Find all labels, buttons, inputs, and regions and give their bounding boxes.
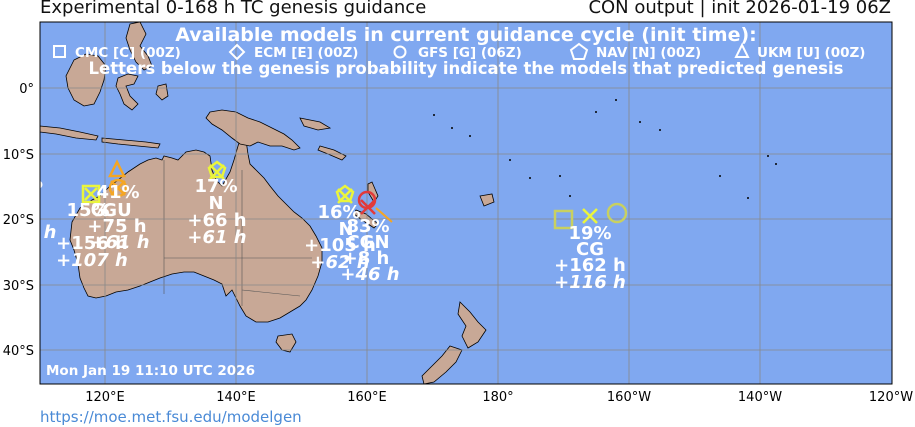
latitude-labels: 0° 10°S 20°S 30°S 40°S <box>3 82 34 359</box>
new-zealand-south-island <box>421 345 463 384</box>
solomon-islands <box>317 145 347 161</box>
timestamp-label: Mon Jan 19 11:10 UTC 2026 <box>46 363 255 379</box>
gfs-marker-circle <box>108 178 128 198</box>
genesis-models: N <box>208 193 223 214</box>
ukm-legend-label: UKM [U] (00Z) <box>757 45 865 61</box>
genesis-time: +105 h <box>304 235 376 256</box>
genesis-models: CG <box>576 239 604 260</box>
map-init-label: CON output | init 2026-01-19 06Z <box>588 0 891 18</box>
genesis-probability: 83% <box>346 216 389 237</box>
graticule <box>40 22 892 384</box>
genesis-markers <box>81 159 628 230</box>
cmc-legend-square-icon <box>53 45 66 58</box>
genesis-probability: 17% <box>194 176 237 197</box>
lat-label: 10°S <box>3 148 34 163</box>
genesis-models: G <box>91 200 106 221</box>
nav-legend-label: NAV [N] (00Z) <box>596 45 701 61</box>
borneo-landmass <box>65 53 107 107</box>
genesis-time: +75 h <box>87 216 146 237</box>
genesis-cross-icon <box>360 199 376 215</box>
lon-label: 120°E <box>85 390 125 405</box>
fiji-islands <box>479 193 495 207</box>
philippines-landmass <box>125 22 153 71</box>
lat-label: 0° <box>19 82 34 97</box>
cmc-legend-label: CMC [C] (00Z) <box>75 45 181 61</box>
genesis-time: +8 h <box>343 248 390 269</box>
nav-marker-pentagon <box>335 184 355 203</box>
gfs-legend-circle-icon <box>393 45 407 59</box>
cmc-marker-square <box>81 184 101 204</box>
ukm-marker-triangle <box>107 159 127 178</box>
genesis-probability: 19% <box>568 223 611 244</box>
nav-marker-pentagon <box>207 160 227 179</box>
genesis-probability: 16% <box>317 202 360 223</box>
ukm-legend-triangle-icon <box>734 42 750 58</box>
genesis-models: CGN <box>346 232 389 253</box>
lon-label: 140°E <box>216 390 256 405</box>
small-islands <box>433 99 777 199</box>
lon-label: 120°W <box>869 390 913 405</box>
ecm-legend-label: ECM [E] (00Z) <box>254 45 358 61</box>
genesis-time-italic: +61 h <box>90 232 149 253</box>
edge-hours-italic-label: h <box>44 222 57 243</box>
genesis-time-italic: +46 h <box>340 264 399 285</box>
edge-percent-label: % <box>25 172 43 193</box>
genesis-models: GU <box>102 200 131 221</box>
map-title: Experimental 0-168 h TC genesis guidance <box>40 0 427 18</box>
genesis-time-italic: +107 h <box>56 250 128 271</box>
lon-label: 160°W <box>607 390 651 405</box>
source-url-link[interactable]: https://moe.met.fsu.edu/modelgen <box>40 408 302 426</box>
land-masses <box>40 22 495 384</box>
legend-heading: Available models in current guidance cyc… <box>175 24 757 46</box>
longitude-labels: 120°E 140°E 160°E 180° 160°W 140°W 120°W <box>85 390 913 405</box>
legend-labels: CMC [C] (00Z) ECM [E] (00Z) GFS [G] (06Z… <box>75 45 865 61</box>
genesis-time-italic: +62 h <box>310 252 369 273</box>
genesis-cross-icon <box>110 180 126 196</box>
new-zealand-north-island <box>457 301 487 349</box>
genesis-cross-icon <box>84 187 98 201</box>
map-frame <box>39 21 893 385</box>
cmc-marker-square <box>553 209 574 230</box>
genesis-probability: 41% <box>96 182 139 203</box>
ecm-legend-diamond-icon <box>228 43 246 61</box>
lat-label: 30°S <box>3 279 34 294</box>
tasmania-landmass <box>275 333 297 353</box>
genesis-probability: 15% <box>66 200 109 221</box>
lon-label: 180° <box>482 390 513 405</box>
nav-legend-pentagon-icon <box>569 42 589 60</box>
lon-label: 140°W <box>738 390 782 405</box>
bismarck-islands <box>299 117 332 131</box>
legend-note: Letters below the genesis probability in… <box>89 59 844 78</box>
new-guinea-landmass <box>205 109 301 151</box>
australia-landmass <box>69 133 323 323</box>
sulawesi-landmass <box>115 73 139 111</box>
lat-label: 20°S <box>3 213 34 228</box>
genesis-cross-icon <box>582 208 598 224</box>
genesis-time: +162 h <box>554 255 626 276</box>
state-borders <box>163 160 312 306</box>
genesis-time-italic: +61 h <box>187 227 246 248</box>
legend-symbols <box>53 42 750 61</box>
genesis-time-italic: +116 h <box>554 272 626 293</box>
gfs-marker-circle <box>606 202 628 224</box>
genesis-time: +66 h <box>187 210 246 231</box>
genesis-time: +156 h <box>56 233 128 254</box>
genesis-labels: % 41% GU +75 h +61 h 15% h h +156 h +107… <box>25 172 626 293</box>
genesis-models: N <box>338 219 353 240</box>
genesis-track-line <box>375 207 393 223</box>
lon-label: 160°E <box>347 390 387 405</box>
lesser-sunda-islands <box>101 137 161 149</box>
lat-label: 40°S <box>3 344 34 359</box>
java-landmass <box>40 125 99 141</box>
gfs-legend-label: GFS [G] (06Z) <box>418 45 522 61</box>
